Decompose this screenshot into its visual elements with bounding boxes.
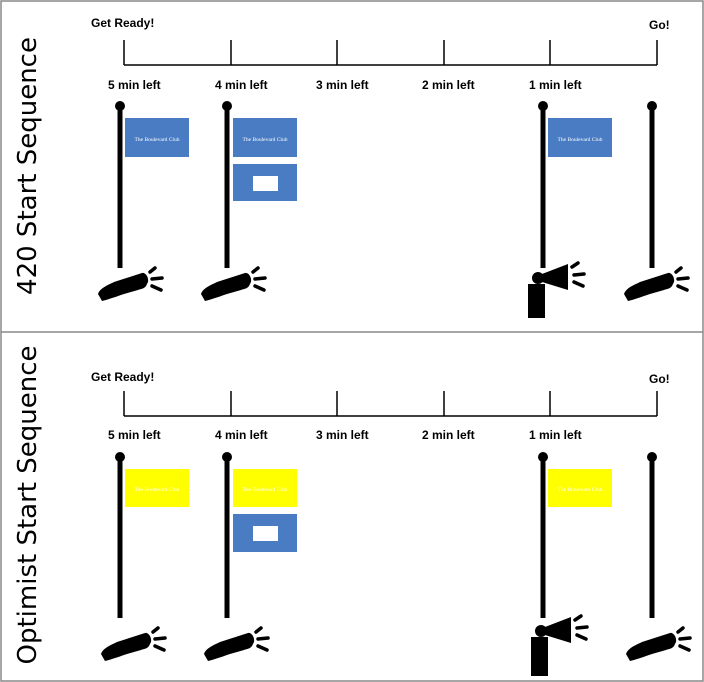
preparatory-flag bbox=[233, 514, 297, 552]
get-ready-label: Get Ready! bbox=[91, 16, 154, 30]
class-flag-text: The Boulevard Club bbox=[558, 487, 603, 493]
get-ready-label: Get Ready! bbox=[91, 370, 154, 384]
flagpole-4min bbox=[222, 101, 232, 268]
section-title: Optimist Start Sequence bbox=[13, 346, 43, 665]
class-flag-4min: The Boulevard Club bbox=[233, 118, 297, 157]
class-flag-text: The Boulevard Club bbox=[135, 487, 180, 493]
class-flag-text: The Boulevard Club bbox=[135, 137, 180, 143]
class-flag-text: The Boulevard Club bbox=[558, 137, 603, 143]
flagpole-4min bbox=[222, 452, 232, 618]
section-optimist: Optimist Start Sequence Get Ready! Go! 5… bbox=[13, 346, 692, 676]
tick-label-5min: 5 min left bbox=[108, 78, 161, 92]
cannon-icon bbox=[626, 626, 692, 661]
class-flag-1min: The Boulevard Club bbox=[548, 118, 612, 157]
tick-label-2min: 2 min left bbox=[422, 78, 475, 92]
tick-label-5min: 5 min left bbox=[108, 428, 161, 442]
tick-label-4min: 4 min left bbox=[215, 428, 268, 442]
flagpole-1min bbox=[538, 452, 548, 618]
class-flag-text: The Boulevard Club bbox=[243, 487, 288, 493]
tick-label-1min: 1 min left bbox=[529, 428, 582, 442]
flagpole-go bbox=[647, 101, 657, 268]
tick-label-1min: 1 min left bbox=[529, 78, 582, 92]
tick-label-2min: 2 min left bbox=[422, 428, 475, 442]
horn-icon bbox=[528, 261, 586, 318]
horn-icon bbox=[531, 614, 589, 676]
class-flag-5min: The Boulevard Club bbox=[125, 118, 189, 157]
timeline bbox=[123, 391, 658, 417]
class-flag-text: The Boulevard Club bbox=[243, 137, 288, 143]
flagpole-go bbox=[647, 452, 657, 618]
cannon-icon bbox=[204, 626, 270, 661]
cannon-icon bbox=[201, 266, 267, 301]
cannon-icon bbox=[101, 626, 167, 661]
preparatory-flag bbox=[233, 164, 297, 201]
cannon-icon bbox=[98, 266, 164, 301]
tick-label-4min: 4 min left bbox=[215, 78, 268, 92]
flagpole-5min bbox=[115, 452, 125, 618]
flagpole-1min bbox=[538, 101, 548, 268]
section-title: 420 Start Sequence bbox=[13, 37, 43, 295]
go-label: Go! bbox=[649, 18, 670, 32]
class-flag-1min: The Boulevard Club bbox=[548, 469, 612, 507]
section-420: 420 Start Sequence Get Ready! Go! 5 min … bbox=[13, 16, 690, 318]
class-flag-5min: The Boulevard Club bbox=[125, 469, 189, 507]
tick-label-3min: 3 min left bbox=[316, 78, 369, 92]
tick-label-3min: 3 min left bbox=[316, 428, 369, 442]
flagpole-5min bbox=[115, 101, 125, 268]
timeline bbox=[123, 40, 658, 66]
cannon-icon bbox=[624, 266, 690, 301]
go-label: Go! bbox=[649, 372, 670, 386]
class-flag-4min: The Boulevard Club bbox=[233, 469, 297, 507]
